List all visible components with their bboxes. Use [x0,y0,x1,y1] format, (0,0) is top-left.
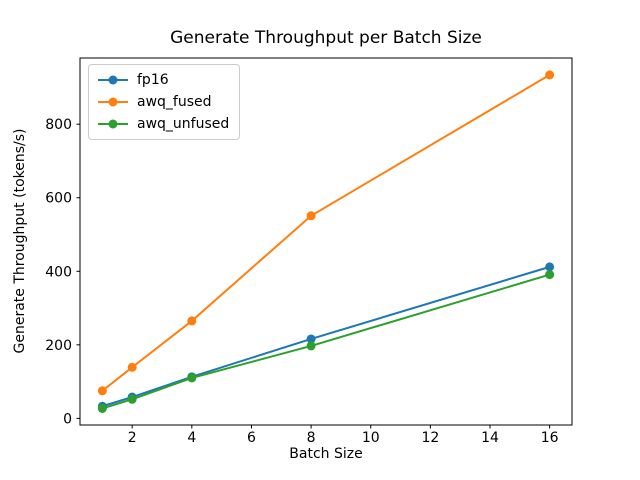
data-point-awq_fused [545,70,555,80]
axes-spines [79,57,573,426]
x-tick-label: 2 [128,430,137,446]
y-tick-label: 0 [63,411,72,427]
x-tick-label: 16 [541,430,559,446]
legend-item-fp16: fp16 [97,69,229,91]
x-tick-label: 14 [481,430,499,446]
legend-label: awq_unfused [137,116,230,132]
x-tick-label: 8 [307,430,316,446]
data-point-awq_unfused [545,270,555,280]
y-tick-label: 600 [45,191,72,207]
x-tick-label: 12 [421,430,439,446]
y-tick-label: 400 [45,264,72,280]
legend: fp16 awq_fused awq_unfused [88,64,241,140]
data-point-awq_unfused [306,341,316,351]
chart-title: Generate Throughput per Batch Size [170,28,482,48]
data-point-fp16 [306,334,316,344]
legend-swatch-icon [98,97,128,107]
data-point-awq_unfused [97,403,107,413]
y-tick-label: 200 [45,338,72,354]
data-point-awq_fused [306,211,316,221]
series-line-awq_unfused [102,273,550,410]
y-tick-label: 800 [45,117,72,133]
data-point-awq_fused [127,362,137,372]
legend-label: fp16 [137,72,169,88]
legend-swatch-icon [98,75,128,85]
legend-swatch-icon [98,119,128,129]
data-point-awq_unfused [127,394,137,404]
data-point-awq_unfused [187,373,197,383]
x-tick-label: 10 [362,430,380,446]
legend-item-awq_fused: awq_fused [97,91,229,113]
x-tick-label: 6 [247,430,256,446]
data-point-fp16 [545,262,555,272]
legend-label: awq_fused [137,94,212,110]
legend-item-awq_unfused: awq_unfused [97,113,229,135]
data-point-awq_fused [187,316,197,326]
x-axis-label: Batch Size [289,446,363,462]
y-axis-label: Generate Throughput (tokens/s) [12,128,28,354]
data-point-awq_fused [97,386,107,396]
x-tick-label: 4 [187,430,196,446]
